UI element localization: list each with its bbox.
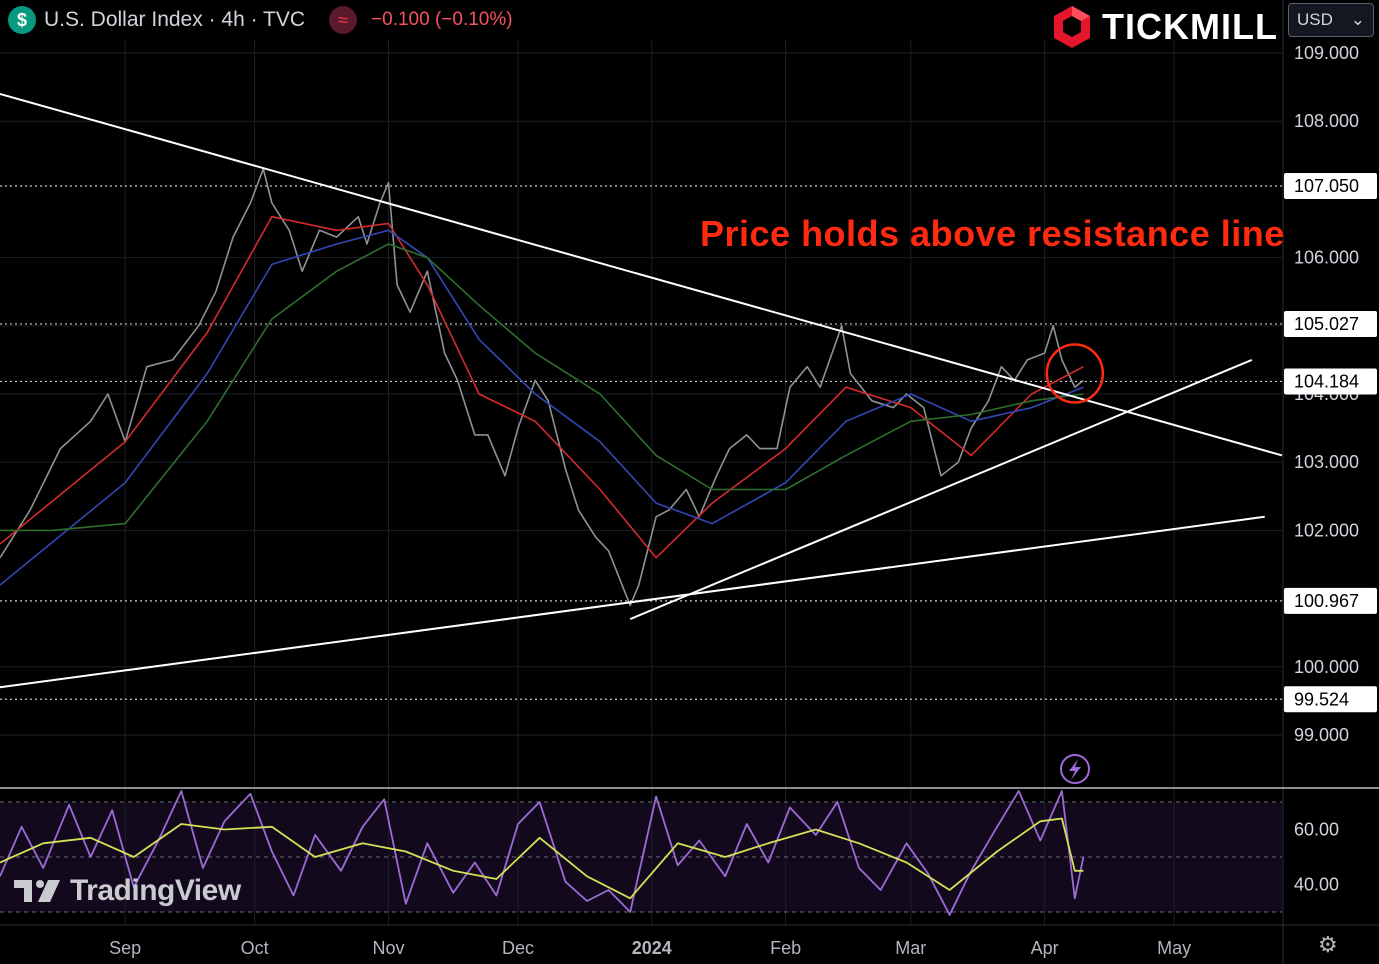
dollar-coin-icon: $ (8, 6, 36, 34)
time-axis-label: Mar (895, 938, 926, 958)
series-rising-support (629, 358, 1253, 621)
series-slow-ma (0, 243, 1084, 532)
time-axis-label: Apr (1031, 938, 1059, 958)
chart-annotation: Price holds above resistance line (700, 213, 1285, 254)
watermark-text: TradingView (70, 874, 241, 907)
time-axis-label: Feb (770, 938, 801, 958)
broker-logo: TICKMILL (1050, 4, 1278, 50)
time-axis-label: Nov (372, 938, 404, 958)
price-level-tag (1284, 310, 1377, 337)
time-axis-label: 2024 (632, 938, 672, 958)
chevron-down-icon: ⌄ (1350, 10, 1365, 29)
price-axis-label: 109.000 (1294, 43, 1359, 63)
price-level-label: 100.967 (1294, 591, 1359, 611)
series-fast-ma (0, 215, 1084, 559)
lightning-bolt-icon (1060, 754, 1090, 784)
series-descending-resistance (0, 92, 1283, 457)
series-oscillator-signal (0, 817, 1084, 900)
highlight-circle (1045, 343, 1105, 404)
symbol-header[interactable]: $ U.S. Dollar Index · 4h · TVC ≈ −0.100 … (8, 6, 513, 34)
price-axis-label: 100.000 (1294, 657, 1359, 677)
oscillator-axis-label: 40.00 (1294, 875, 1339, 895)
oscillator-axis-label: 60.00 (1294, 820, 1339, 840)
symbol-title: U.S. Dollar Index · 4h · TVC (44, 8, 306, 31)
price-level-tag (1284, 172, 1377, 199)
price-level-tag (1284, 587, 1377, 614)
price-axis-label: 108.000 (1294, 111, 1359, 131)
series-price (0, 168, 1084, 607)
time-axis-label: Oct (241, 938, 269, 958)
price-level-label: 105.027 (1294, 314, 1359, 334)
lightning-bolt-glyph (1069, 759, 1081, 780)
time-axis-label: May (1157, 938, 1191, 958)
price-axis-label: 106.000 (1294, 248, 1359, 268)
time-axis-label: Dec (502, 938, 534, 958)
wave-icon[interactable]: ≈ (329, 6, 358, 34)
price-level-label: 104.184 (1294, 371, 1359, 391)
time-axis-label: Sep (109, 938, 141, 958)
price-level-tag (1284, 686, 1377, 713)
price-axis-label: 103.000 (1294, 452, 1359, 472)
price-level-label: 99.524 (1294, 689, 1349, 709)
tickmill-hexagon-icon (1054, 6, 1090, 48)
tradingview-logo-icon (14, 880, 60, 902)
series-oscillator (0, 790, 1085, 916)
tradingview-watermark: TradingView (12, 874, 241, 908)
price-axis-label: 99.000 (1294, 725, 1349, 745)
price-axis-label: 102.000 (1294, 520, 1359, 540)
series-long-support (0, 515, 1265, 689)
broker-name: TICKMILL (1102, 6, 1278, 47)
series-mid-ma (0, 229, 1084, 586)
price-change: −0.100 (−0.10%) (371, 9, 513, 30)
price-level-label: 107.050 (1294, 176, 1359, 196)
gear-icon[interactable]: ⚙ (1318, 932, 1338, 957)
currency-value: USD (1297, 10, 1333, 29)
currency-select[interactable]: USD ⌄ (1288, 3, 1374, 37)
price-level-tag (1284, 368, 1377, 395)
